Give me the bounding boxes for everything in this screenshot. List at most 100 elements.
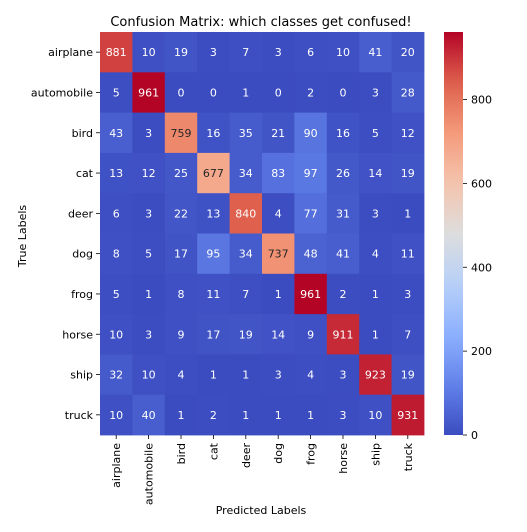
heatmap-cell-1-5	[262, 72, 295, 113]
heatmap-cell-3-8	[359, 152, 392, 194]
heatmap-cell-0-4	[229, 32, 263, 73]
cell-value-5-1: 5	[145, 248, 152, 261]
colorbar-tick-label-4: 800	[471, 94, 492, 107]
heatmap-cell-2-9	[391, 112, 425, 154]
y-axis-label: True Labels	[16, 205, 29, 269]
heatmap-cell-5-2	[164, 233, 198, 275]
cell-value-1-5: 0	[275, 86, 282, 99]
cell-value-6-1: 1	[145, 288, 152, 301]
cell-value-4-4: 840	[235, 207, 256, 220]
cell-value-2-9: 12	[401, 127, 415, 140]
heatmap-cell-5-9	[391, 233, 425, 275]
heatmap-cell-6-7	[326, 273, 360, 315]
heatmap-cell-9-4	[229, 394, 263, 436]
heatmap-cell-7-1	[132, 314, 166, 355]
cell-value-6-5: 1	[275, 288, 282, 301]
cell-value-7-3: 17	[206, 328, 220, 341]
heatmap-cell-0-1	[132, 32, 166, 73]
cell-value-9-6: 1	[307, 409, 314, 422]
cell-value-2-7: 16	[336, 127, 350, 140]
cell-value-2-5: 21	[271, 127, 285, 140]
colorbar-tick-label-3: 600	[471, 177, 492, 190]
cell-value-0-9: 20	[401, 46, 415, 59]
y-tick-label-1: automobile	[31, 86, 93, 99]
cell-value-4-8: 3	[372, 207, 379, 220]
cell-value-7-5: 14	[271, 328, 285, 341]
heatmap-cell-5-7	[326, 233, 360, 275]
heatmap-cell-0-6	[294, 32, 328, 73]
colorbar-ticks: 0 200 400 600 800	[463, 94, 492, 442]
colorbar-tick-label-0: 0	[471, 429, 478, 442]
cell-value-4-2: 22	[174, 207, 188, 220]
heatmap-cell-1-8	[359, 72, 392, 113]
cell-value-9-7: 3	[340, 409, 347, 422]
heatmap-cell-3-9	[391, 152, 425, 194]
heatmap-cell-6-2	[164, 273, 198, 315]
heatmap-cell-9-5	[262, 394, 295, 436]
heatmap-cell-8-8	[359, 354, 392, 396]
x-tick-label-0: airplane	[110, 443, 123, 488]
heatmap-cell-1-4	[229, 72, 263, 113]
heatmap-cell-8-9	[391, 354, 425, 396]
cell-value-8-2: 4	[178, 369, 185, 382]
cell-value-1-4: 1	[242, 86, 249, 99]
cell-value-2-8: 5	[372, 127, 379, 140]
heatmap-cell-7-0	[100, 314, 133, 355]
x-tick-label-7: horse	[337, 443, 350, 474]
heatmap-cell-7-3	[197, 314, 230, 355]
cell-value-5-6: 48	[304, 248, 318, 261]
heatmap-cell-4-3	[197, 193, 230, 234]
heatmap-cell-4-9	[391, 193, 425, 234]
heatmap-cell-9-2	[164, 394, 198, 436]
heatmap-cell-0-5	[262, 32, 295, 73]
heatmap-cell-5-8	[359, 233, 392, 275]
heatmap-cell-5-1	[132, 233, 166, 275]
x-tick-label-2: bird	[175, 443, 188, 464]
heatmap-cell-2-2	[164, 112, 198, 154]
heatmap-cell-0-8	[359, 32, 392, 73]
y-axis-ticks: airplane automobile bird cat deer dog frog hors…	[31, 46, 100, 422]
x-tick-label-1: automobile	[143, 443, 156, 505]
cell-value-8-3: 1	[210, 369, 217, 382]
cell-value-9-5: 1	[275, 409, 282, 422]
cell-value-6-4: 7	[242, 288, 249, 301]
heatmap-cell-1-0	[100, 72, 133, 113]
cell-value-2-6: 90	[304, 127, 318, 140]
heatmap-cell-9-7	[326, 394, 360, 436]
cell-value-1-1: 961	[138, 86, 159, 99]
cell-value-3-6: 97	[304, 167, 318, 180]
cell-value-5-3: 95	[206, 248, 220, 261]
cell-value-6-0: 5	[113, 288, 120, 301]
heatmap-cell-1-1	[132, 72, 166, 113]
heatmap-cell-6-9	[391, 273, 425, 315]
cell-value-7-6: 9	[307, 328, 314, 341]
heatmap-cell-2-4	[229, 112, 263, 154]
cell-value-9-0: 10	[109, 409, 123, 422]
cell-value-7-8: 1	[372, 328, 379, 341]
x-tick-label-5: dog	[272, 443, 285, 464]
cell-value-0-0: 881	[106, 46, 127, 59]
cell-value-3-7: 26	[336, 167, 350, 180]
heatmap-cell-0-9	[391, 32, 425, 73]
heatmap-cells	[100, 32, 425, 436]
y-tick-label-7: horse	[62, 328, 93, 341]
cell-value-4-7: 31	[336, 207, 350, 220]
cell-value-3-5: 83	[271, 167, 285, 180]
heatmap-cell-8-4	[229, 354, 263, 396]
heatmap-cell-9-3	[197, 394, 230, 436]
heatmap-cell-3-4	[229, 152, 263, 194]
cell-value-4-6: 77	[304, 207, 318, 220]
heatmap-cell-3-7	[326, 152, 360, 194]
heatmap-cell-7-4	[229, 314, 263, 355]
cell-value-1-9: 28	[401, 86, 415, 99]
cell-value-9-8: 10	[368, 409, 382, 422]
heatmap-cell-8-5	[262, 354, 295, 396]
heatmap-cell-4-2	[164, 193, 198, 234]
x-axis-label: Predicted Labels	[216, 504, 307, 517]
cell-value-8-9: 19	[401, 369, 415, 382]
cell-value-3-9: 19	[401, 167, 415, 180]
heatmap-cell-9-1	[132, 394, 166, 436]
heatmap-cell-5-3	[197, 233, 230, 275]
colorbar	[444, 32, 463, 435]
cell-value-1-0: 5	[113, 86, 120, 99]
